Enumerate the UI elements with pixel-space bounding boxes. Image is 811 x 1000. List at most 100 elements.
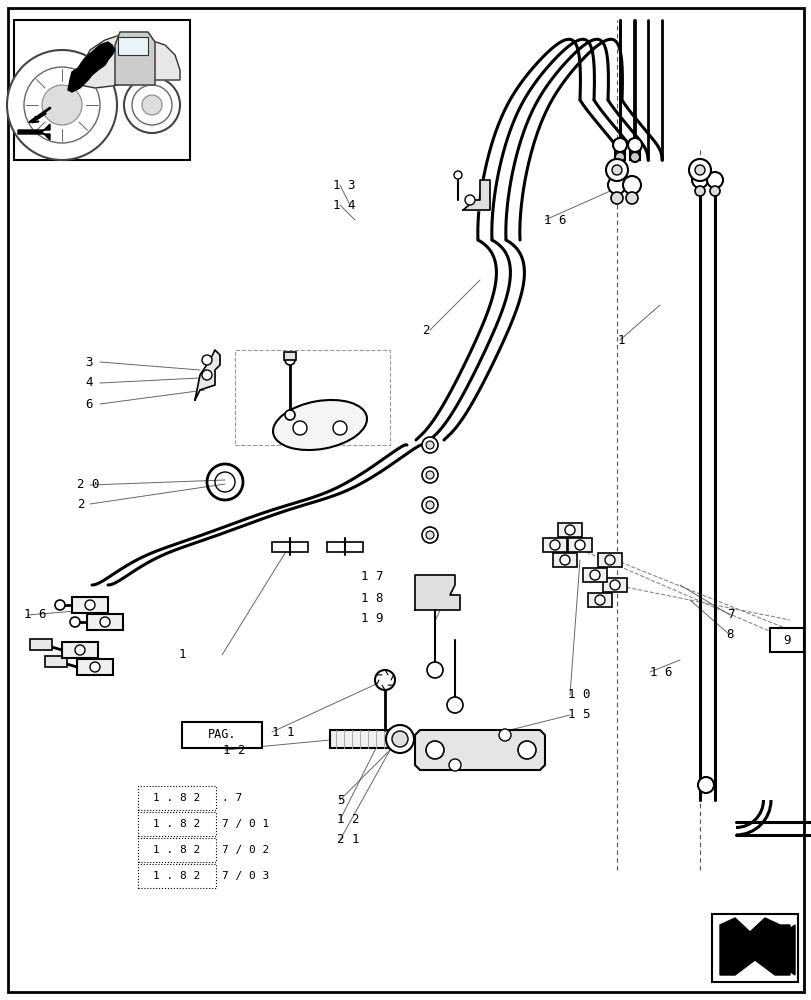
Bar [582,568,607,582]
Circle shape [453,171,461,179]
Circle shape [612,138,626,152]
Circle shape [448,759,461,771]
Bar [614,140,624,160]
Bar [45,656,67,667]
Circle shape [75,645,85,655]
Text: 7 / 0 3: 7 / 0 3 [221,871,269,881]
Text: 7 / 0 1: 7 / 0 1 [221,819,269,829]
Circle shape [694,165,704,175]
Circle shape [609,580,620,590]
Circle shape [132,85,172,125]
Circle shape [422,467,437,483]
Bar [138,812,216,836]
Circle shape [590,570,599,580]
Text: 7: 7 [726,608,733,621]
Bar [62,642,98,658]
Circle shape [422,437,437,453]
Circle shape [85,600,95,610]
Bar [543,538,566,552]
Text: 7 / 0 2: 7 / 0 2 [221,845,269,855]
Text: 1 4: 1 4 [333,199,355,212]
Bar [711,914,797,982]
Text: 8: 8 [726,628,733,642]
Circle shape [333,421,346,435]
Polygon shape [719,918,789,975]
Circle shape [426,531,433,539]
Bar [629,140,639,160]
Text: 1: 1 [616,334,624,347]
Text: 2 1: 2 1 [337,833,359,846]
Bar [72,597,108,613]
Circle shape [706,172,722,188]
Circle shape [202,355,212,365]
Polygon shape [195,350,220,400]
Circle shape [697,777,713,793]
Circle shape [7,50,117,160]
Circle shape [70,617,80,627]
Circle shape [426,741,444,759]
Circle shape [560,555,569,565]
Polygon shape [75,35,180,90]
Circle shape [385,725,414,753]
Circle shape [549,540,560,550]
Circle shape [426,441,433,449]
Bar [568,538,591,552]
Circle shape [285,410,294,420]
Polygon shape [462,180,489,210]
Text: 1 1: 1 1 [272,725,294,738]
Text: 1 2: 1 2 [223,743,246,756]
Bar [14,20,190,160]
Bar [272,542,307,552]
Text: 2 0: 2 0 [77,479,100,491]
Circle shape [625,192,637,204]
Text: 1 6: 1 6 [543,214,566,227]
Bar [118,37,148,55]
Text: 1 2: 1 2 [337,813,359,826]
Circle shape [422,497,437,513]
Text: 2: 2 [77,497,84,510]
Circle shape [564,525,574,535]
Text: 5: 5 [337,793,344,806]
Circle shape [392,731,407,747]
Circle shape [689,159,710,181]
Text: 4: 4 [85,376,92,389]
Circle shape [611,165,621,175]
Circle shape [124,77,180,133]
Bar [557,523,581,537]
Circle shape [426,501,433,509]
Circle shape [694,186,704,196]
Circle shape [24,67,100,143]
Text: 9: 9 [783,634,790,646]
Bar [138,838,216,862]
Circle shape [604,555,614,565]
Text: 1 . 8 2: 1 . 8 2 [153,793,200,803]
Bar [597,553,621,567]
Text: 1 . 8 2: 1 . 8 2 [153,845,200,855]
Circle shape [55,600,65,610]
Circle shape [100,617,109,627]
Circle shape [426,471,433,479]
Circle shape [574,540,584,550]
Bar [182,722,262,748]
Circle shape [691,172,707,188]
Circle shape [285,355,294,365]
Bar [77,659,113,675]
Bar [138,864,216,888]
Circle shape [614,152,624,162]
Circle shape [90,662,100,672]
Text: 1 . 8 2: 1 . 8 2 [153,819,200,829]
Text: 3: 3 [85,356,92,368]
Circle shape [610,192,622,204]
Bar [284,352,296,360]
Polygon shape [759,925,794,975]
Polygon shape [414,575,460,610]
Circle shape [42,85,82,125]
Circle shape [607,176,625,194]
Text: 6: 6 [85,397,92,410]
Text: 1 9: 1 9 [361,612,384,626]
Polygon shape [414,730,544,770]
Bar [769,628,803,652]
Text: 1 7: 1 7 [361,570,384,584]
Circle shape [465,195,474,205]
Bar [329,730,410,748]
